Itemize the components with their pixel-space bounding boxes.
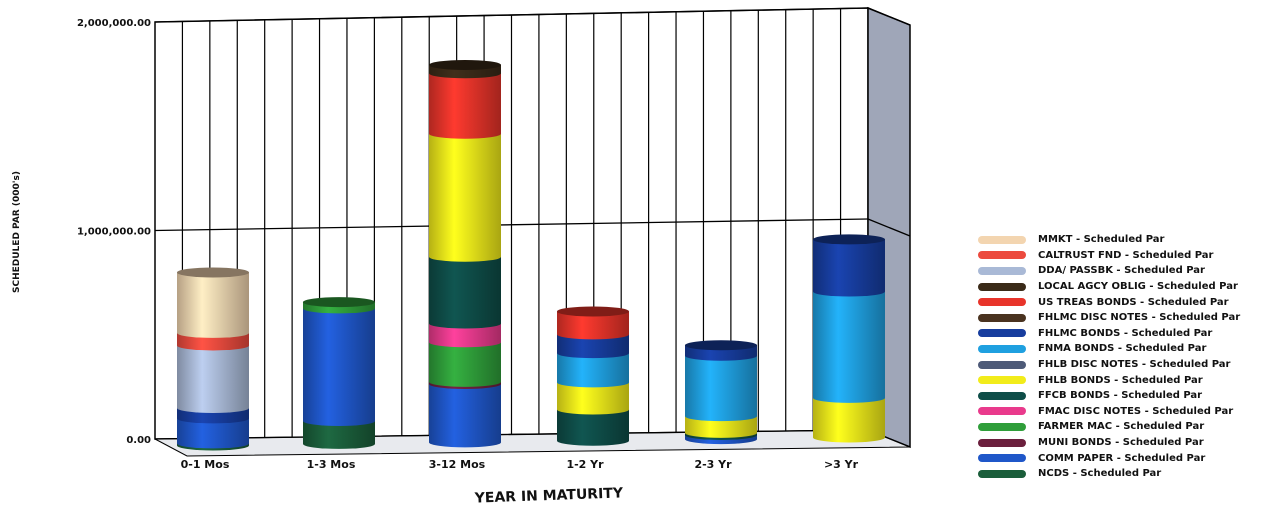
bar-top-cap [685, 340, 757, 351]
bar-segment [429, 256, 501, 329]
bar-segment [429, 383, 501, 448]
horizontal-gridline [154, 218, 869, 232]
bar-segment [303, 420, 375, 449]
bar-top-cap [557, 306, 629, 317]
bar-segment [685, 355, 757, 422]
legend-item: FHLMC BONDS - Scheduled Par [978, 326, 1276, 342]
legend-swatch [978, 469, 1026, 478]
legend-item: COMM PAPER - Scheduled Par [978, 450, 1276, 466]
legend-label: FNMA BONDS - Scheduled Par [1038, 343, 1207, 355]
legend-swatch [978, 313, 1026, 322]
legend-label: DDA/ PASSBK - Scheduled Par [1038, 265, 1205, 277]
legend-item: FNMA BONDS - Scheduled Par [978, 341, 1276, 357]
bar-segment [177, 272, 249, 338]
bar-segment [557, 311, 629, 340]
bar-segment [429, 342, 501, 387]
bar-segment [557, 382, 629, 415]
x-tick-label: >3 Yr [824, 458, 859, 471]
legend-item: FHLB DISC NOTES - Scheduled Par [978, 357, 1276, 373]
bar-top-cap [177, 267, 249, 278]
legend-swatch [978, 235, 1026, 244]
legend-item: FHLB BONDS - Scheduled Par [978, 372, 1276, 388]
bar-stacks [177, 59, 885, 451]
legend-swatch [978, 251, 1026, 260]
legend-label: COMM PAPER - Scheduled Par [1038, 452, 1206, 464]
bar-segment [813, 291, 885, 403]
x-axis-title: YEAR IN MATURITY [473, 485, 624, 506]
side-gridline [867, 7, 911, 26]
legend-label: FFCB BONDS - Scheduled Par [1038, 390, 1203, 402]
legend-label: FHLB BONDS - Scheduled Par [1038, 374, 1203, 386]
bar-segment [177, 332, 249, 351]
legend-label: FHLMC BONDS - Scheduled Par [1038, 327, 1213, 339]
legend-swatch [978, 344, 1026, 353]
legend: MMKT - Scheduled Par CALTRUST FND - Sched… [978, 232, 1276, 482]
legend-label: MMKT - Scheduled Par [1038, 234, 1165, 246]
bar-segment [557, 409, 629, 446]
side-gridline [867, 218, 911, 237]
legend-label: MUNI BONDS - Scheduled Par [1038, 437, 1204, 449]
legend-swatch [978, 422, 1026, 431]
legend-swatch [978, 298, 1026, 307]
y-axis-title: SCHEDULED PAR (000's) [12, 171, 22, 293]
legend-swatch [978, 282, 1026, 291]
bar-segment [177, 418, 249, 449]
legend-item: LOCAL AGCY OBLIG - Scheduled Par [978, 279, 1276, 295]
legend-item: FFCB BONDS - Scheduled Par [978, 388, 1276, 404]
legend-item: US TREAS BONDS - Scheduled Par [978, 294, 1276, 310]
x-tick-label: 0-1 Mos [181, 458, 230, 471]
legend-label: LOCAL AGCY OBLIG - Scheduled Par [1038, 281, 1238, 293]
legend-label: NCDS - Scheduled Par [1038, 468, 1162, 480]
legend-item: DDA/ PASSBK - Scheduled Par [978, 263, 1276, 279]
legend-label: FARMER MAC - Scheduled Par [1038, 421, 1205, 433]
x-tick-labels: 0-1 Mos 1-3 Mos 3-12 Mos 1-2 Yr 2-3 Yr >3 Yr [181, 458, 859, 471]
bar-segment [813, 397, 885, 443]
horizontal-gridline [154, 7, 869, 23]
bar-top-cap [429, 59, 501, 70]
legend-label: CALTRUST FND - Scheduled Par [1038, 249, 1214, 261]
legend-item: FMAC DISC NOTES - Scheduled Par [978, 404, 1276, 420]
y-tick-labels: 0.00 1,000,000.00 2,000,000.00 [77, 18, 151, 446]
legend-label: FHLMC DISC NOTES - Scheduled Par [1038, 312, 1241, 324]
y-tick-label: 2,000,000.00 [77, 18, 151, 29]
x-tick-label: 1-3 Mos [307, 458, 356, 471]
bar-segment [303, 308, 375, 426]
legend-swatch [978, 454, 1026, 463]
legend-item: NCDS - Scheduled Par [978, 466, 1276, 482]
legend-swatch [978, 266, 1026, 275]
legend-swatch [978, 376, 1026, 385]
legend-label: FMAC DISC NOTES - Scheduled Par [1038, 405, 1234, 417]
legend-item: MMKT - Scheduled Par [978, 232, 1276, 248]
legend-item: MUNI BONDS - Scheduled Par [978, 435, 1276, 451]
bar-segment [557, 353, 629, 388]
x-tick-label: 1-2 Yr [566, 458, 604, 471]
bar-top-cap [813, 234, 885, 245]
legend-label: FHLB DISC NOTES - Scheduled Par [1038, 359, 1231, 371]
x-tick-label: 2-3 Yr [694, 458, 732, 471]
bar-segment [177, 345, 249, 413]
x-tick-label: 3-12 Mos [429, 458, 486, 471]
legend-item: FHLMC DISC NOTES - Scheduled Par [978, 310, 1276, 326]
legend-swatch [978, 438, 1026, 447]
legend-label: US TREAS BONDS - Scheduled Par [1038, 296, 1229, 308]
bar-segment [557, 334, 629, 359]
bar-segment [813, 239, 885, 297]
bar-segment [685, 416, 757, 438]
legend-swatch [978, 360, 1026, 369]
legend-item: CALTRUST FND - Scheduled Par [978, 248, 1276, 264]
y-tick-label: 1,000,000.00 [77, 227, 151, 238]
legend-swatch [978, 391, 1026, 400]
legend-swatch [978, 407, 1026, 416]
legend-swatch [978, 329, 1026, 338]
bar-segment [429, 73, 501, 139]
y-tick-label: 0.00 [126, 435, 151, 446]
chart-walls [154, 6, 911, 457]
legend-item: FARMER MAC - Scheduled Par [978, 419, 1276, 435]
bar-segment [429, 323, 501, 348]
bar-segment [429, 133, 501, 262]
bar-top-cap [303, 297, 375, 308]
